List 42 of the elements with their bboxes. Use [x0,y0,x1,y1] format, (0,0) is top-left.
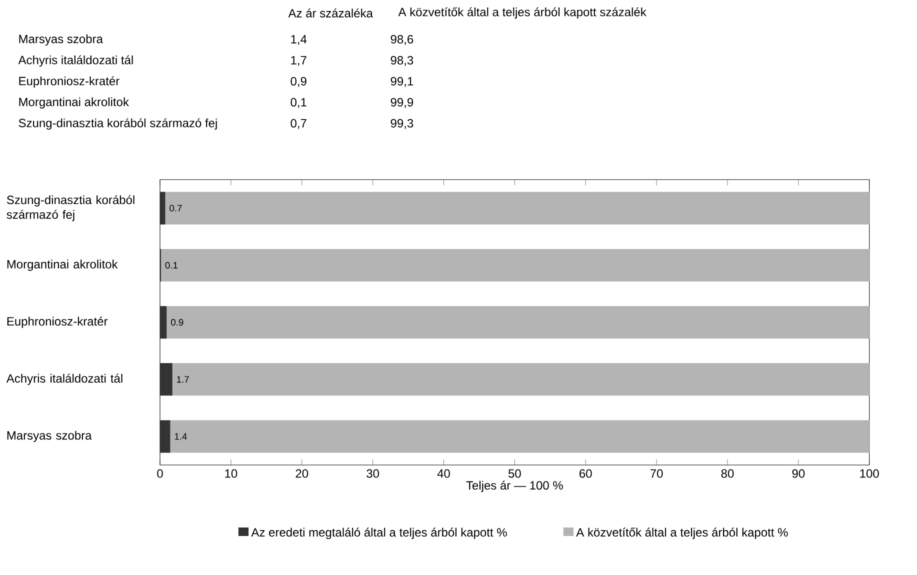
x-tick-label: 0 [157,469,163,478]
text: 1,4 [291,35,307,45]
text: 99,1 [390,77,414,87]
bar [160,363,172,396]
text: 99,3 [390,119,414,129]
x-tick-label: 80 [721,469,734,478]
x-tick-label: 90 [792,469,805,478]
x-tick-label: 100 [860,469,879,478]
legend-label: Az eredeti megtaláló által a teljes árból kapott % [251,528,507,539]
data-label: 0.1 [165,262,178,269]
text: 99,9 [390,98,414,108]
x-tick-label: 30 [366,469,380,478]
x-axis-title: Teljes ár — 100 % [466,480,563,492]
data-label: 0.7 [170,204,182,212]
data-label: 1.4 [174,433,187,440]
data-label: 0.9 [171,319,184,326]
text: 98,3 [390,56,414,66]
bar [160,192,166,224]
y-tick-label: Morgantinai akrolitok [7,260,118,271]
text: 0,9 [290,77,306,87]
text: A közvetítők által a teljes árból kapott százalék [398,7,646,19]
text: Szung-dinasztia korából származó fej [18,118,217,130]
text: 98,6 [390,35,414,45]
y-tick-label: Achyris italáldozati tál [6,374,122,386]
x-tick-label: 20 [296,469,308,478]
y-tick-label: Euphroniosz-kratér [7,316,108,328]
bar [160,306,167,339]
text: Achyris italáldozati tál [18,55,133,67]
x-tick-label: 10 [225,469,238,478]
x-tick-label: 40 [437,469,450,478]
y-tick-label: Szung-dinasztia korából származó fej [6,195,134,222]
y-tick-label: Marsyas szobra [7,430,92,442]
text: 0,7 [290,119,306,129]
data-label: 1.7 [177,376,189,383]
text: Az ár százaléka [288,8,373,18]
x-tick-label: 60 [580,469,592,478]
text: 0,1 [290,98,306,108]
bar [160,420,170,453]
x-tick-label: 50 [508,469,521,478]
legend-label: A közvetítők által a teljes árból kapott % [576,528,788,539]
x-tick-label: 70 [650,469,663,478]
text: 1,7 [291,56,306,66]
